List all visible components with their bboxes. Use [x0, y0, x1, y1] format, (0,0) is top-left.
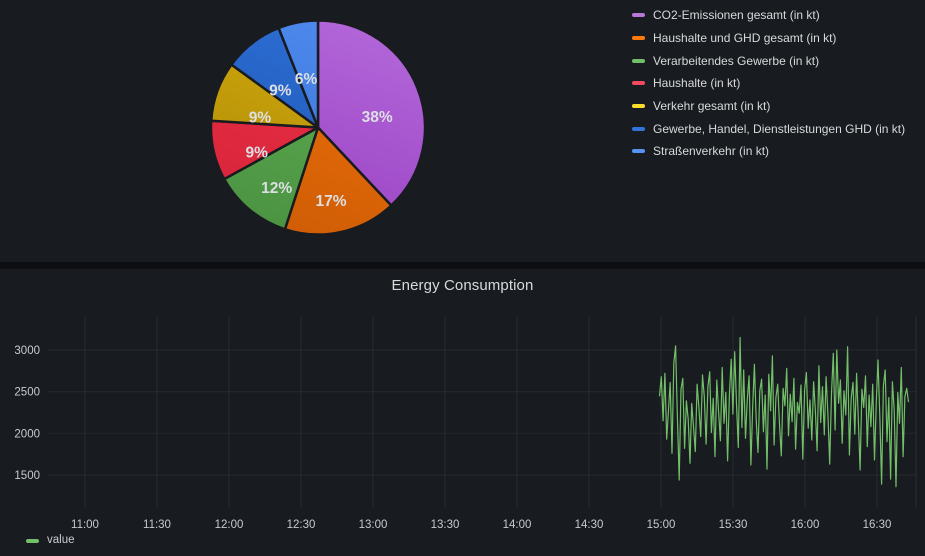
series-color-swatch-icon: [26, 539, 39, 543]
pie-slice-label: 38%: [362, 109, 393, 126]
legend-item[interactable]: Verarbeitendes Gewerbe (in kt): [632, 49, 905, 72]
legend-item[interactable]: Verkehr gesamt (in kt): [632, 95, 905, 118]
pie-slice-label: 17%: [315, 193, 346, 210]
x-axis-tick-label: 16:00: [791, 519, 820, 531]
y-axis-tick-label: 3000: [14, 345, 40, 357]
pie-slice-label: 12%: [261, 180, 292, 197]
pie-slice[interactable]: [316, 19, 427, 207]
timeseries-panel: Energy Consumption 3000 2500 2000 1500 11:00…: [0, 269, 925, 556]
legend-item-label: Haushalte (in kt): [653, 76, 741, 91]
series-color-swatch-icon: [632, 104, 645, 109]
x-axis-tick-label: 11:00: [71, 519, 99, 531]
series-color-swatch-icon: [632, 13, 645, 18]
series-color-swatch-icon: [632, 36, 645, 41]
pie-slice-label: 6%: [295, 71, 318, 88]
timeseries-chart[interactable]: 3000 2500 2000 1500 11:00 11:30 12:00 12:30 13:0…: [0, 269, 925, 556]
x-axis-tick-label: 14:00: [503, 519, 532, 531]
pie-chart: 38%17%12%9%9%9%6%: [209, 19, 427, 236]
y-axis-tick-label: 1500: [14, 470, 40, 482]
pie-slice[interactable]: [277, 19, 320, 129]
series-color-swatch-icon: [632, 126, 645, 131]
x-axis-tick-label: 14:30: [575, 519, 604, 531]
series-color-swatch-icon: [632, 149, 645, 154]
x-axis-tick-label: 12:00: [215, 519, 244, 531]
y-axis-tick-label: 2000: [14, 428, 40, 440]
legend-item[interactable]: Gewerbe, Handel, Dienstleistungen GHD (i…: [632, 117, 905, 140]
legend-item[interactable]: Haushalte (in kt): [632, 72, 905, 95]
timeseries-legend: value: [26, 533, 75, 549]
pie-slice-label: 9%: [269, 83, 292, 100]
pie-slice[interactable]: [222, 126, 320, 231]
series-color-swatch-icon: [632, 81, 645, 86]
legend-item-label: Gewerbe, Handel, Dienstleistungen GHD (i…: [653, 121, 906, 136]
x-axis-tick-label: 13:00: [359, 519, 388, 531]
legend-item[interactable]: CO2-Emissionen gesamt (in kt): [632, 4, 905, 27]
x-axis-tick-label: 11:30: [143, 519, 171, 531]
legend-item-label: Verarbeitendes Gewerbe (in kt): [653, 53, 820, 68]
legend-item[interactable]: Straßenverkehr (in kt): [632, 140, 905, 163]
pie-slice-label: 9%: [249, 109, 272, 126]
series-color-swatch-icon: [632, 58, 645, 63]
x-axis-tick-label: 15:30: [719, 519, 748, 531]
x-axis-tick-label: 13:30: [431, 519, 460, 531]
legend-item[interactable]: Haushalte und GHD gesamt (in kt): [632, 27, 905, 50]
value-series-line[interactable]: [658, 336, 910, 488]
panel-title[interactable]: Energy Consumption: [391, 277, 534, 294]
x-axis-tick-label: 12:30: [287, 519, 316, 531]
pie-slice[interactable]: [283, 126, 393, 236]
legend-item-label: Verkehr gesamt (in kt): [653, 99, 771, 114]
legend-item-label: CO2-Emissionen gesamt (in kt): [653, 8, 820, 23]
legend-item-label: Straßenverkehr (in kt): [653, 144, 770, 159]
legend-item-label: Haushalte und GHD gesamt (in kt): [653, 31, 837, 46]
x-axis-tick-label: 15:00: [647, 519, 676, 531]
legend-item[interactable]: value: [26, 533, 75, 549]
pie-chart-panel: 38% 17% 12% 9% 9% 9% 6% CO2-Emissionen gesamt …: [0, 0, 925, 262]
pie-legend: CO2-Emissionen gesamt (in kt) Haushalte u…: [632, 4, 905, 163]
y-axis-tick-label: 2500: [14, 387, 40, 399]
x-axis-tick-label: 16:30: [863, 519, 892, 531]
pie-slice-label: 9%: [245, 144, 268, 161]
legend-item-label: value: [47, 534, 75, 547]
